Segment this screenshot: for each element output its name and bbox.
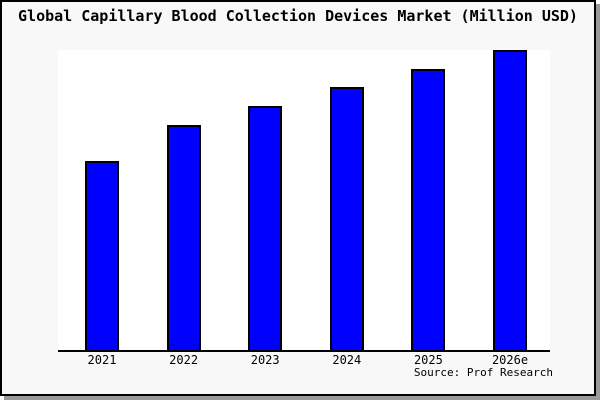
bar-2022 (166, 125, 201, 350)
x-axis-labels: 2021 2022 2023 2024 2025 2026e (2, 354, 594, 370)
bar-2026e (493, 50, 527, 350)
bar-2021 (85, 161, 119, 350)
bar-2025 (411, 68, 446, 350)
x-tick-label-2021: 2021 (87, 353, 117, 367)
bar-2024 (329, 86, 364, 350)
x-tick-label-2024: 2024 (332, 353, 362, 367)
x-tick-label-2025: 2025 (413, 353, 443, 367)
x-tick-label-2026e: 2026e (491, 353, 529, 367)
plot-area (58, 50, 550, 352)
x-tick-label-2023: 2023 (250, 353, 280, 367)
x-tick-label-2022: 2022 (169, 353, 199, 367)
source-note: Source: Prof Research (413, 366, 553, 379)
chart-title: Global Capillary Blood Collection Device… (18, 7, 578, 25)
bar-2023 (248, 106, 283, 350)
